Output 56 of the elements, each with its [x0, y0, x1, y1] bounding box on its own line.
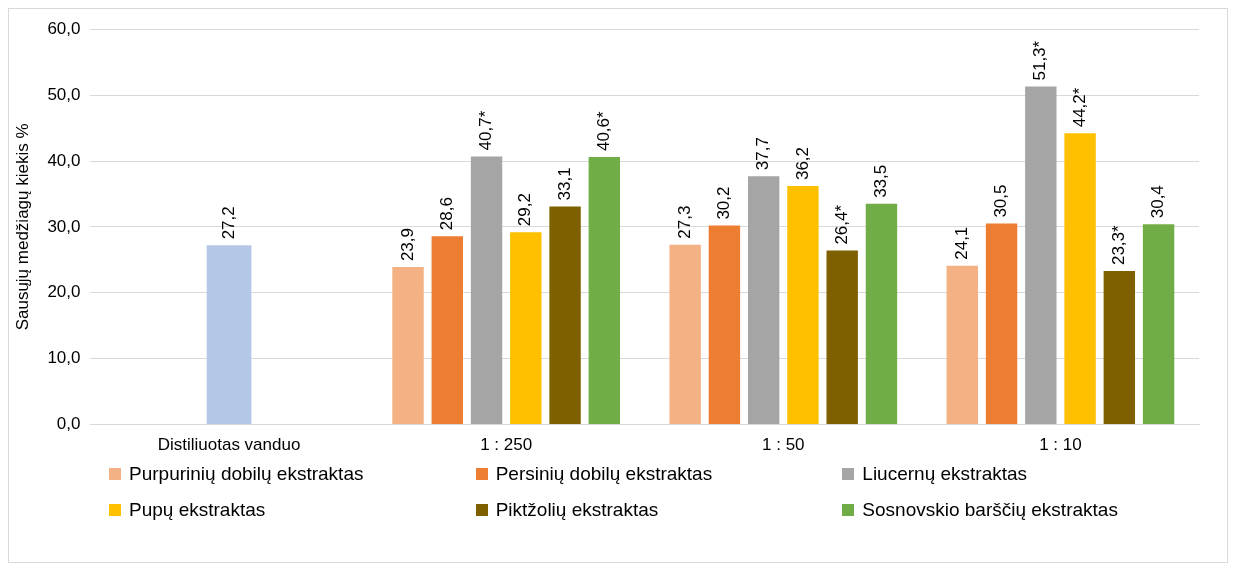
- data-label: 26,4*: [831, 204, 851, 245]
- legend-label: Sosnovskio barščių ekstraktas: [862, 499, 1118, 521]
- y-tick-label: 20,0: [47, 282, 81, 302]
- legend-label: Liucernų ekstraktas: [862, 463, 1028, 485]
- bar: [747, 176, 780, 425]
- bar: [588, 157, 621, 425]
- data-label: 23,9: [397, 228, 417, 262]
- x-tick-label: 1 : 10: [1039, 435, 1082, 455]
- data-label: 36,2: [792, 146, 812, 181]
- legend-label: Piktžolių ekstraktas: [495, 499, 659, 521]
- data-label: 30,2: [714, 186, 734, 220]
- x-tick-label: 1 : 250: [480, 435, 533, 455]
- y-tick-label: 10,0: [47, 348, 81, 368]
- bar: [1064, 133, 1096, 425]
- data-label: 24,1: [951, 226, 971, 260]
- data-label: 29,2: [515, 193, 535, 227]
- bar: [946, 265, 978, 425]
- data-label: 27,3: [674, 205, 694, 239]
- bar: [1025, 86, 1057, 425]
- y-tick-label: 50,0: [47, 84, 81, 104]
- x-tick-label: Distiliuotas vanduo: [157, 435, 301, 455]
- data-label: 30,5: [991, 184, 1011, 218]
- bar: [549, 206, 581, 425]
- bar: [826, 250, 858, 425]
- x-tick-label: 1 : 50: [762, 435, 805, 455]
- bar: [1103, 271, 1136, 425]
- y-tick-label: 30,0: [47, 216, 81, 236]
- y-tick-label: 60,0: [47, 18, 81, 38]
- legend-label: Pupų ekstraktas: [129, 499, 266, 521]
- bar: [431, 236, 463, 425]
- bar: [1142, 224, 1175, 425]
- data-label: 37,7: [753, 137, 773, 171]
- data-label: 40,6*: [594, 110, 614, 152]
- bar: [669, 244, 701, 425]
- legend-label: Persinių dobilų ekstraktas: [495, 463, 713, 485]
- y-axis-title: Sausųjų medžiagų kiekis %: [12, 123, 32, 331]
- data-label: 44,2*: [1069, 87, 1089, 128]
- y-tick-label: 40,0: [47, 150, 81, 170]
- data-label: 33,5: [871, 164, 891, 198]
- bar: [708, 225, 741, 425]
- data-label: 23,3*: [1109, 224, 1129, 266]
- data-label: 30,4: [1148, 185, 1168, 219]
- data-label: 28,6: [436, 197, 456, 231]
- y-tick-label: 0,0: [56, 414, 81, 434]
- data-label: 33,1: [554, 167, 574, 201]
- bar: [392, 267, 424, 425]
- bar: [865, 203, 898, 425]
- bar: [470, 156, 503, 425]
- data-label: 51,3*: [1030, 40, 1050, 81]
- data-label: 40,7*: [476, 110, 496, 151]
- bar: [206, 245, 252, 425]
- bar: [985, 223, 1018, 425]
- legend-label: Purpurinių dobilų ekstraktas: [129, 463, 364, 485]
- bar: [787, 186, 819, 425]
- bar: [510, 232, 542, 425]
- data-label: 27,2: [218, 206, 238, 240]
